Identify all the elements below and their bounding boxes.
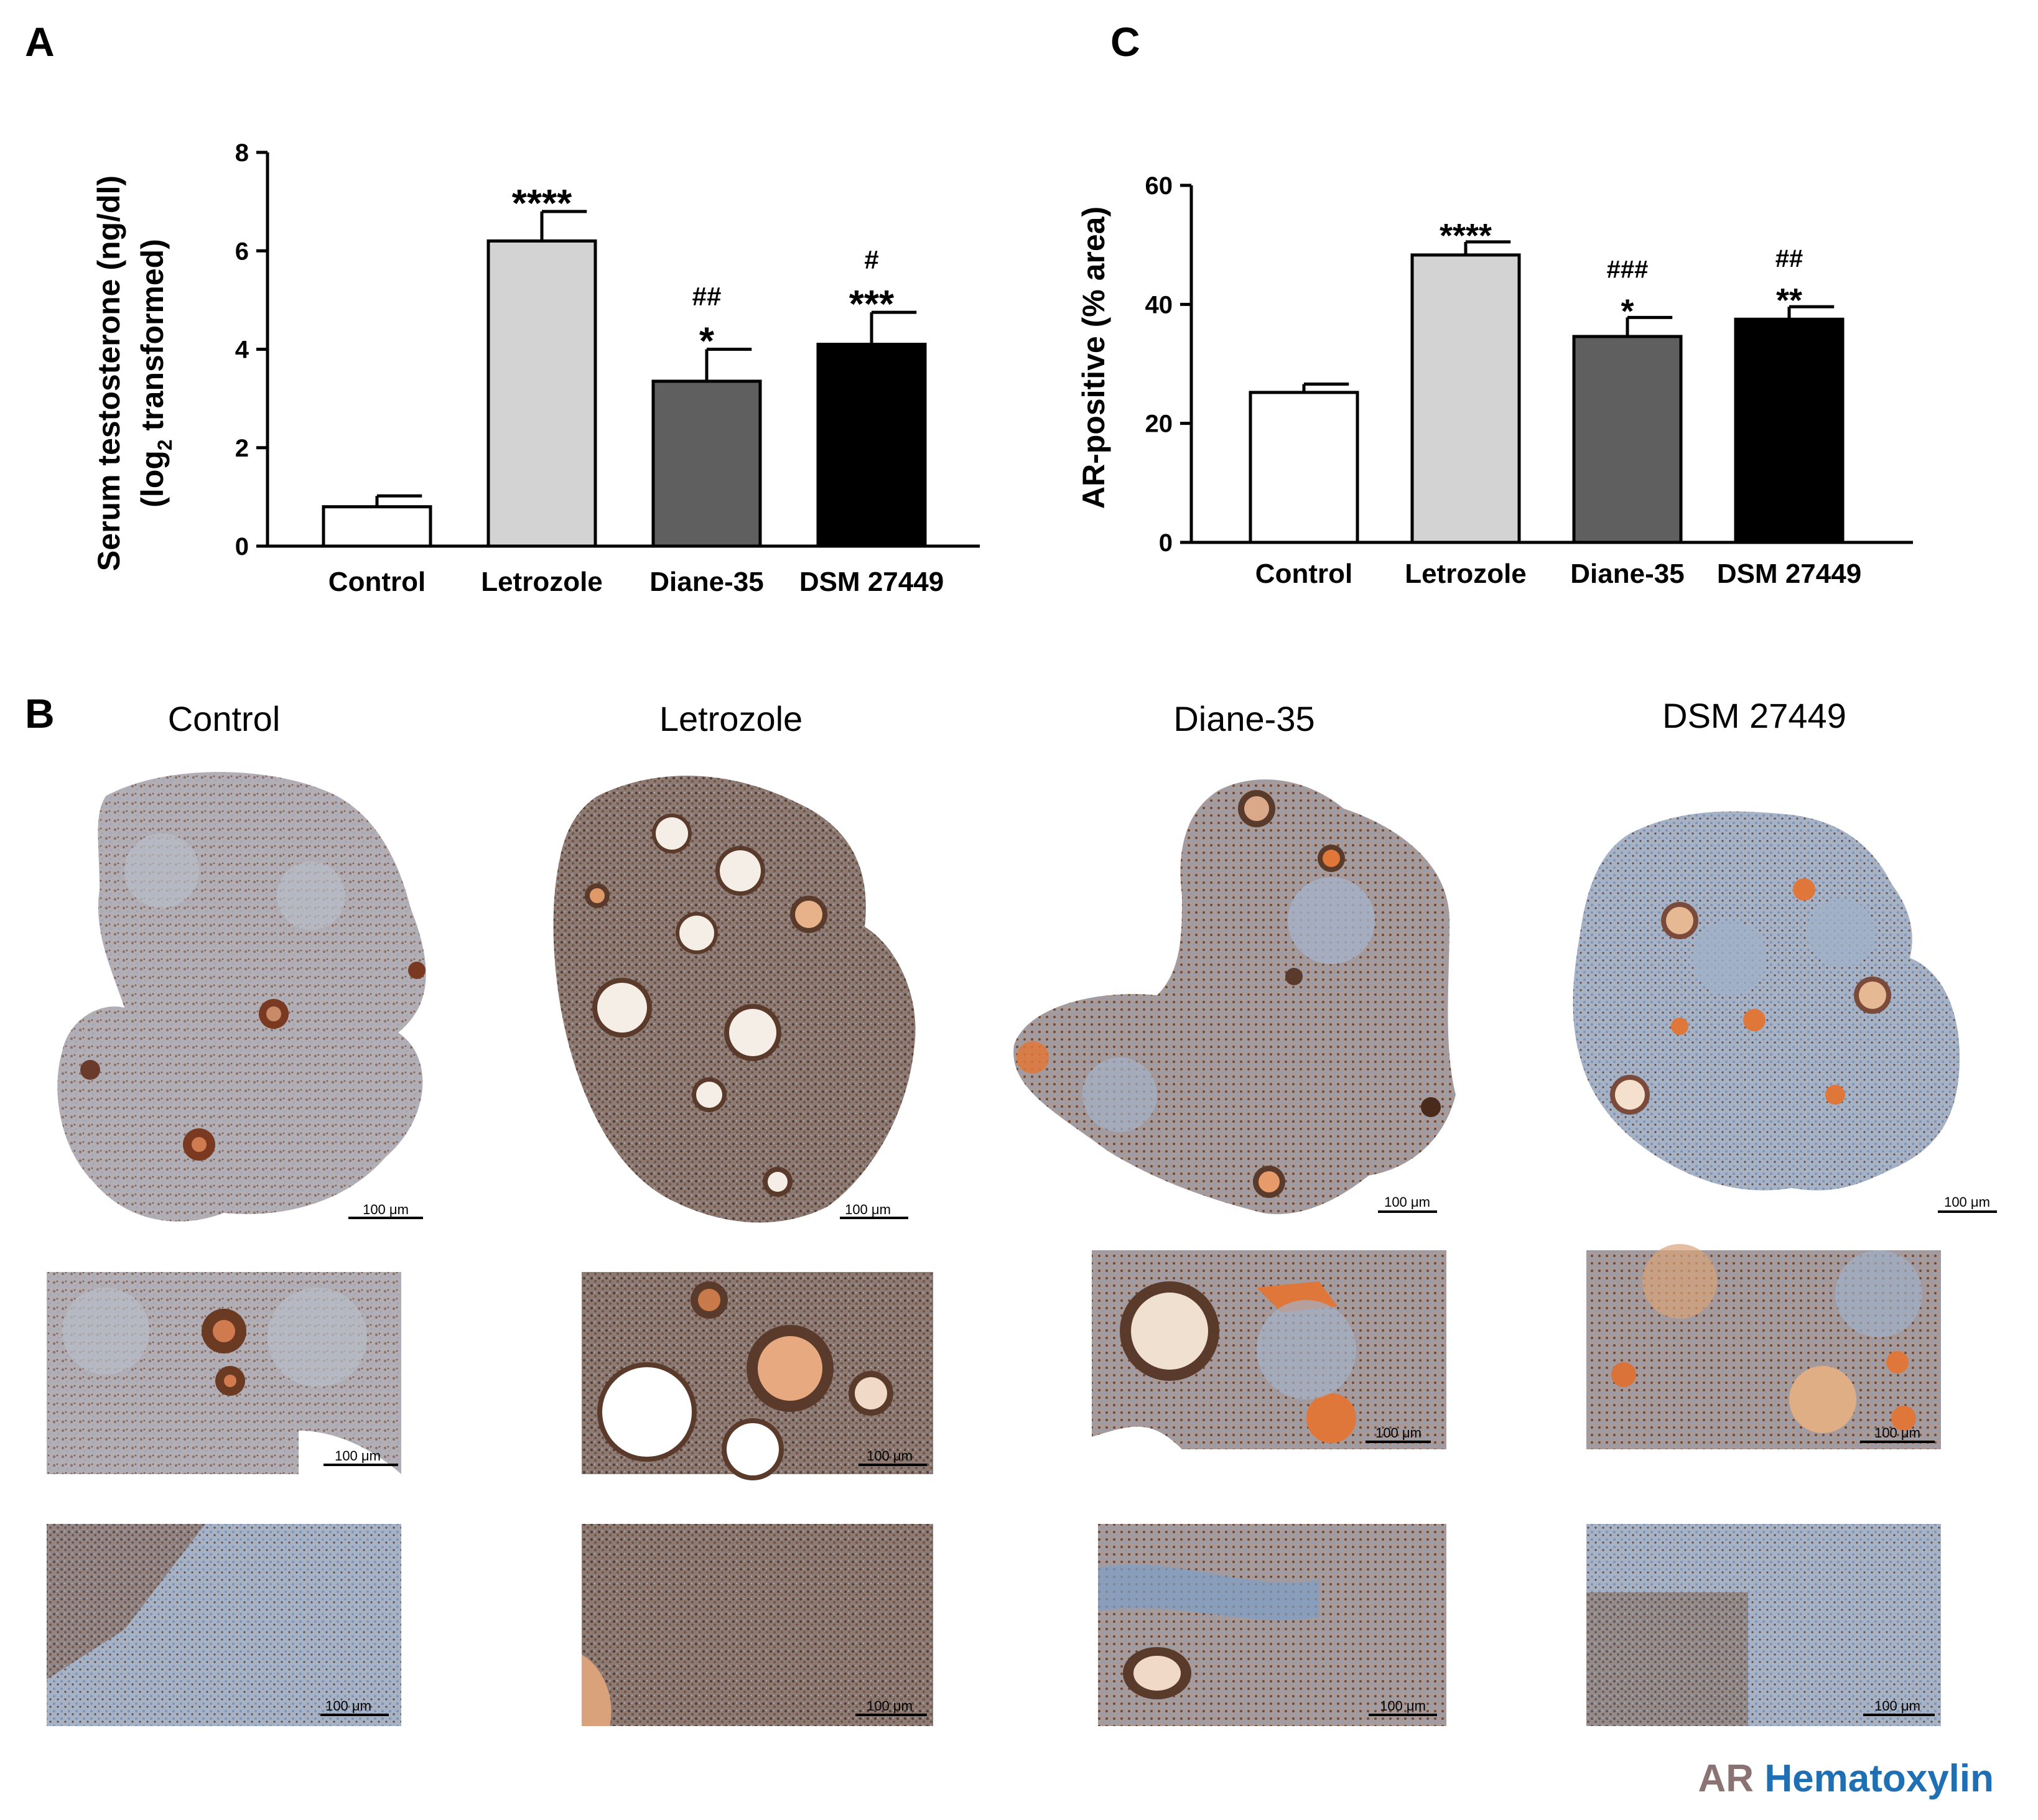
scale-bar-ovary-letrozole: 100 μm: [840, 1202, 908, 1219]
ovary-section-diane35: [1013, 779, 1456, 1214]
scale-bar-mid-control: 100 μm: [323, 1448, 398, 1466]
chart-a-ylabel-line2-suffix: transformed): [135, 239, 170, 439]
scale-bar-mid-diane35: 100 μm: [1366, 1425, 1431, 1443]
x-category-label: Control: [328, 567, 426, 597]
col-title-control: Control: [168, 699, 281, 738]
significance-stars: ****: [512, 182, 572, 225]
micrograph-mid-letrozole: [582, 1272, 933, 1480]
y-tick-label: 2: [235, 435, 249, 462]
chart-a-ylabel-line2: (log2 transformed): [135, 239, 176, 508]
scale-label: 100 μm: [1944, 1194, 1990, 1210]
x-category-label: DSM 27449: [1717, 559, 1861, 589]
micrograph-mid-dsm27449: [1586, 1244, 1941, 1449]
scale-bar-high-diane35: 100 μm: [1369, 1698, 1437, 1716]
bar-control: [322, 505, 432, 548]
stain-legend-hematoxylin: Hematoxylin: [1764, 1757, 1994, 1800]
stain-legend-text: AR Hematoxylin: [1698, 1757, 1994, 1800]
y-tick-label: 40: [1145, 291, 1173, 318]
scale-bar-high-control: 100 μm: [320, 1698, 389, 1716]
stain-legend: AR Hematoxylin: [1698, 1757, 1994, 1800]
ovary-section-letrozole: [553, 776, 916, 1223]
col-title-letrozole: Letrozole: [659, 699, 803, 738]
x-category-label: Diane-35: [1570, 559, 1684, 589]
scale-label: 100 μm: [1874, 1698, 1920, 1714]
significance-hashes: ##: [1775, 245, 1803, 272]
significance-hashes: ###: [1607, 256, 1649, 283]
y-tick-label: 4: [235, 337, 249, 364]
ovary-section-dsm27449: [1573, 811, 1960, 1191]
panel-label-c: C: [1110, 19, 1140, 65]
scale-label: 100 μm: [325, 1698, 371, 1714]
y-tick-label: 0: [235, 533, 249, 560]
col-title-diane35: Diane-35: [1173, 699, 1314, 738]
scale-label: 100 μm: [845, 1202, 891, 1217]
scale-bar-ovary-diane35: 100 μm: [1378, 1194, 1437, 1213]
x-category-label: Control: [1255, 559, 1352, 589]
chart-a-ylabel-line2-sub: 2: [154, 439, 176, 450]
scale-label: 100 μm: [867, 1698, 913, 1714]
micrograph-mid-control: [47, 1272, 401, 1474]
significance-stars: *: [1621, 292, 1634, 330]
bar-dsm-27449: [1734, 317, 1845, 544]
x-category-label: Letrozole: [1405, 559, 1527, 589]
micrograph-high-diane35: [1098, 1524, 1446, 1726]
bar-diane-35: [651, 379, 762, 548]
y-tick-label: 8: [235, 139, 249, 167]
chart-a-ylabel-line1: Serum testosterone (ng/dl): [91, 175, 126, 571]
scale-bar-ovary-dsm27449: 100 μm: [1938, 1194, 1997, 1213]
significance-hashes: ##: [692, 282, 722, 311]
panel-label-b: B: [25, 690, 55, 736]
scale-label: 100 μm: [1874, 1425, 1920, 1441]
x-category-label: Diane-35: [649, 567, 763, 597]
chart-c-ylabel: AR-positive (% area): [1076, 207, 1111, 509]
scale-label: 100 μm: [1380, 1698, 1426, 1714]
scale-bar-mid-letrozole: 100 μm: [858, 1448, 927, 1466]
chart-a-serum-testosterone: Serum testosterone (ng/dl) (log2 transfo…: [91, 139, 980, 597]
micrograph-high-letrozole: [582, 1524, 933, 1726]
ovary-section-control: [57, 772, 426, 1222]
stain-legend-space: [1754, 1757, 1764, 1800]
scale-label: 100 μm: [867, 1448, 913, 1464]
panel-label-a: A: [25, 19, 55, 65]
bar-letrozole: [486, 239, 597, 548]
micrograph-high-dsm27449: [1586, 1524, 1941, 1726]
bar-diane-35: [1572, 335, 1683, 544]
scale-bar-ovary-control: 100 μm: [348, 1202, 423, 1219]
scale-label: 100 μm: [1384, 1194, 1430, 1210]
significance-stars: *: [699, 320, 715, 363]
col-title-dsm27449: DSM 27449: [1662, 696, 1846, 735]
micrograph-high-control: [47, 1524, 401, 1726]
bar-letrozole: [1410, 253, 1521, 544]
scale-label: 100 μm: [335, 1448, 381, 1464]
x-category-label: DSM 27449: [799, 567, 944, 597]
y-tick-label: 60: [1145, 172, 1173, 200]
significance-stars: ***: [849, 283, 895, 326]
y-tick-label: 6: [235, 238, 249, 265]
significance-stars: **: [1776, 282, 1802, 319]
significance-stars: ****: [1440, 217, 1492, 254]
bar-control: [1249, 391, 1359, 544]
scale-label: 100 μm: [1375, 1425, 1421, 1441]
stain-legend-ar: AR: [1698, 1757, 1754, 1800]
scale-label: 100 μm: [363, 1202, 409, 1217]
chart-c-ar-positive: AR-positive (% area) 0 20 40 60 Control Letro…: [1076, 172, 1913, 589]
x-category-label: Letrozole: [481, 567, 603, 597]
scale-bar-high-letrozole: 100 μm: [855, 1698, 927, 1716]
bar-dsm-27449: [816, 343, 927, 548]
y-tick-label: 20: [1145, 411, 1173, 438]
scale-bar-high-dsm27449: 100 μm: [1863, 1698, 1935, 1716]
significance-hashes: #: [864, 245, 878, 274]
chart-a-ylabel-line2-prefix: (log: [135, 450, 170, 508]
micrograph-mid-diane35: [1092, 1250, 1446, 1449]
y-tick-label: 0: [1159, 529, 1173, 557]
scale-bar-mid-dsm27449: 100 μm: [1860, 1425, 1935, 1443]
